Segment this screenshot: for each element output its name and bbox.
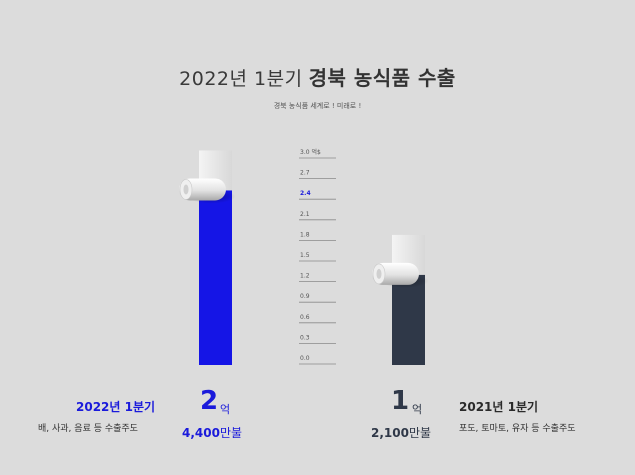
y-tick-label: 0.6: [300, 314, 310, 321]
amount-2021-rest-unit: 만불: [408, 426, 432, 440]
bars: [179, 150, 429, 365]
paper-roll-core: [183, 184, 189, 195]
amount-2022-big: 2: [200, 386, 219, 416]
bar-group: [179, 150, 236, 365]
amount-2022-big-unit: 억: [220, 403, 231, 416]
crops-2022-label: 배, 사과, 음료 등 수출주도: [38, 424, 138, 434]
bar: [199, 190, 232, 365]
amount-2021-rest-value: 2,100: [371, 426, 409, 440]
amount-2021-big: 1: [391, 386, 410, 416]
y-axis: 0.0 0.3 0.6 0.9 1.2 1.5 1.8 2.1 2.4 2.7 3.0 억$: [299, 148, 336, 365]
y-tick-label: 0.9: [300, 293, 310, 300]
amount-2021-big-unit: 억: [412, 403, 423, 416]
page-subtitle: 경북 농식품 세계로 ! 미래로 !: [273, 102, 362, 110]
amount-2022-rest-unit: 만불: [219, 426, 243, 440]
amount-2022-rest-value: 4,400: [182, 426, 220, 440]
amount-2022-rest: 4,400만불: [182, 424, 242, 441]
crops-2021-label: 포도, 토마토, 유자 등 수출주도: [459, 424, 576, 434]
bar-group: [372, 234, 429, 365]
y-tick-label: 1.5: [300, 252, 310, 259]
y-tick-label: 0.0: [300, 355, 310, 362]
y-tick-label: 2.1: [300, 211, 310, 218]
bar: [392, 274, 425, 365]
y-tick-label: 2.7: [300, 170, 310, 177]
y-tick-label: 1.2: [300, 273, 310, 280]
period-2022-label: 2022년 1분기: [76, 400, 156, 414]
y-tick-label: 1.8: [300, 231, 310, 238]
y-tick-label: 3.0 억$: [300, 148, 321, 156]
paper-roll-core: [376, 268, 382, 279]
amount-2021-rest: 2,100만불: [371, 424, 431, 441]
y-tick-label: 2.4: [300, 190, 311, 197]
y-tick-label: 0.3: [300, 334, 310, 341]
title-regular: 2022년 1분기: [179, 68, 303, 90]
title-bold: 경북 농식품 수출: [308, 66, 456, 90]
page-title: 2022년 1분기 경북 농식품 수출: [0, 62, 635, 91]
period-2021-label: 2021년 1분기: [459, 400, 539, 414]
